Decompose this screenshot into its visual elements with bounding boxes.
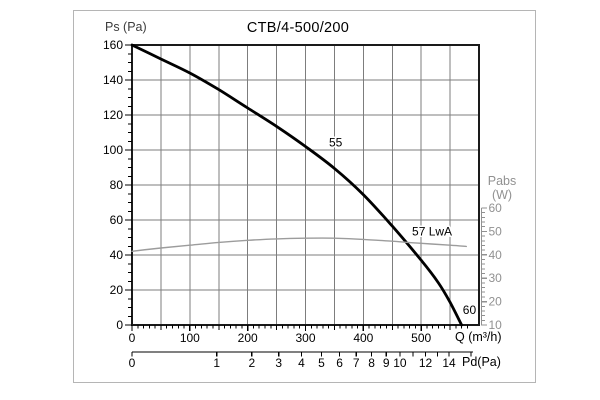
x2-axis-tick-label: 3 <box>275 356 282 370</box>
curve-annotation: 55 <box>329 135 343 149</box>
x2-axis-tick-label: 2 <box>248 356 255 370</box>
x2-axis-tick-label: 5 <box>318 356 325 370</box>
static-pressure-curve <box>130 43 463 327</box>
y-axis-tick-label: 160 <box>103 38 123 52</box>
y2-axis-tick-label: 60 <box>489 201 503 215</box>
absorbed-power-curve <box>131 237 467 252</box>
x2-axis-tick-label: 0 <box>129 356 136 370</box>
x2-axis-tick-label: 1 <box>213 356 220 370</box>
x2-axis-title: Pd(Pa) <box>462 355 501 369</box>
y-axis-tick-label: 120 <box>103 108 123 122</box>
y2-axis-title: Pabs (W) <box>480 174 524 202</box>
x2-axis-tick-label: 12 <box>419 356 433 370</box>
x-axis-tick-label: 400 <box>353 331 373 345</box>
y-axis-tick-label: 140 <box>103 73 123 87</box>
y-axis-tick-label: 60 <box>110 213 124 227</box>
y2-axis-title-line2: (W) <box>491 187 513 202</box>
y2-axis-tick-label: 50 <box>489 224 503 238</box>
y-axis-title: Ps (Pa) <box>105 20 147 34</box>
x-axis-tick-label: 0 <box>129 331 136 345</box>
x2-axis-tick-label: 9 <box>383 356 390 370</box>
x-axis-tick-label: 200 <box>238 331 258 345</box>
y-axis-tick-label: 40 <box>110 248 124 262</box>
x2-axis-tick-label: 7 <box>353 356 360 370</box>
x-axis-title: Q (m³/h) <box>455 330 502 344</box>
x-axis-tick-label: 500 <box>411 331 431 345</box>
x2-axis-tick-label: 10 <box>393 356 407 370</box>
y2-axis-tick-label: 10 <box>489 318 503 332</box>
y2-axis-title-line1: Pabs <box>487 174 517 188</box>
y-axis-tick-label: 20 <box>110 283 124 297</box>
chart-title: CTB/4-500/200 <box>246 20 350 36</box>
y2-axis-tick-label: 40 <box>489 248 503 262</box>
x2-axis-tick-label: 14 <box>442 356 456 370</box>
x-axis-tick-label: 100 <box>180 331 200 345</box>
y-axis-tick-label: 0 <box>116 318 123 332</box>
x-axis-tick-label: 300 <box>295 331 315 345</box>
y-axis-tick-label: 100 <box>103 143 123 157</box>
x2-axis-tick-label: 4 <box>298 356 305 370</box>
x2-axis-tick-label: 6 <box>336 356 343 370</box>
curve-annotation: 57 LwA <box>412 225 452 239</box>
y-axis-tick-label: 80 <box>110 178 124 192</box>
x2-axis-tick-label: 8 <box>368 356 375 370</box>
y2-axis-tick-label: 30 <box>489 271 503 285</box>
y2-axis-tick-label: 20 <box>489 295 503 309</box>
curve-annotation: 60 <box>463 303 477 317</box>
